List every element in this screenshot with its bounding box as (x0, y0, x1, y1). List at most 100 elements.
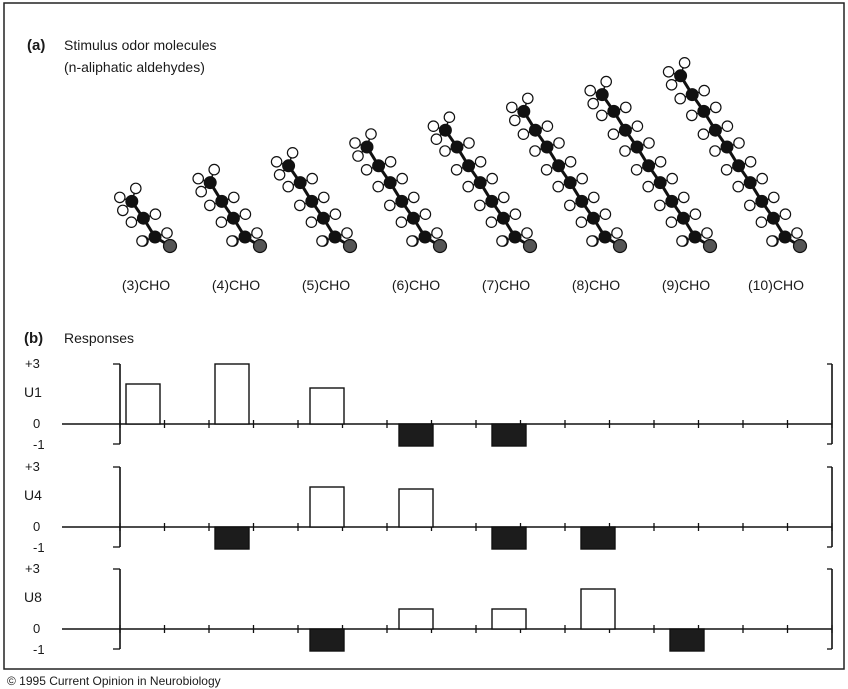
hydrogen-atom (352, 150, 364, 162)
molecule-10 (662, 56, 808, 254)
hydrogen-atom (450, 164, 463, 176)
hydrogen-atom (431, 227, 443, 239)
hydrogen-atom (341, 227, 353, 239)
hydrogen-atom (744, 156, 757, 168)
series-label: U8 (24, 589, 42, 605)
hydrogen-atom (563, 199, 576, 212)
hydrogen-atom (584, 84, 596, 97)
hydrogen-atom (508, 114, 521, 127)
hydrogen-atom (497, 191, 510, 204)
hydrogen-atom (685, 109, 698, 122)
carbon-atom (508, 230, 522, 244)
hydrogen-atom (251, 227, 263, 239)
hydrogen-atom (505, 101, 518, 114)
ytick-label: +3 (25, 356, 40, 371)
hydrogen-atom (689, 208, 702, 220)
hydrogen-atom (161, 227, 173, 239)
hydrogen-atom (540, 164, 553, 176)
hydrogen-atom (521, 227, 533, 239)
carbon-atom (148, 230, 162, 244)
hydrogen-atom (136, 235, 148, 247)
hydrogen-atom (306, 172, 318, 185)
carbon-atom (575, 194, 589, 208)
hydrogen-atom (755, 216, 768, 228)
hydrogen-atom (529, 145, 541, 157)
carbon-atom (766, 211, 780, 225)
hydrogen-atom (564, 156, 577, 168)
hydrogen-atom (286, 147, 299, 159)
molecule-4 (192, 163, 268, 254)
series-label: U1 (24, 384, 42, 400)
carbon-atom (372, 159, 386, 173)
panel-a-letter: (a) (27, 37, 45, 54)
carbon-atom (528, 123, 542, 137)
hydrogen-atom (407, 191, 420, 204)
hydrogen-atom (427, 120, 440, 132)
carbon-atom (418, 230, 432, 244)
hydrogen-atom (576, 172, 588, 185)
hydrogen-atom (791, 227, 803, 239)
carbon-atom (755, 194, 769, 208)
bar-u8-6 (398, 608, 434, 630)
molecule-6 (349, 128, 448, 254)
hydrogen-atom (709, 145, 721, 157)
ytick-label: +3 (25, 459, 40, 474)
hydrogen-atom (496, 235, 508, 247)
hydrogen-atom (329, 208, 342, 220)
carbon-atom (360, 140, 374, 154)
carbon-atom (226, 211, 240, 225)
bar-u1-5 (309, 387, 345, 425)
hydrogen-atom (383, 199, 396, 212)
hydrogen-atom (586, 235, 598, 247)
bar-u8-8 (580, 588, 616, 630)
hydrogen-atom (674, 92, 686, 105)
bar-u8-9 (669, 628, 705, 652)
carbon-atom (676, 211, 690, 225)
bar-u4-6 (398, 488, 434, 528)
oxygen-atom (252, 238, 268, 254)
bar-u1-6 (398, 423, 434, 447)
carbon-atom (598, 230, 612, 244)
hydrogen-atom (720, 164, 733, 176)
carbon-atom (473, 176, 487, 190)
hydrogen-atom (349, 137, 361, 149)
carbon-atom (328, 230, 342, 244)
hydrogen-atom (552, 180, 564, 193)
hydrogen-atom (677, 191, 690, 204)
molecule-label: (6)CHO (392, 277, 440, 293)
hydrogen-atom (372, 180, 384, 193)
hydrogen-atom (553, 137, 565, 149)
hydrogen-atom (149, 208, 162, 220)
hydrogen-atom (443, 111, 456, 123)
hydrogen-atom (701, 227, 713, 239)
hydrogen-atom (282, 180, 294, 193)
panel-a-title-line1: Stimulus odor molecules (64, 37, 217, 53)
bar-u4-8 (580, 526, 616, 550)
carbon-atom (496, 211, 510, 225)
carbon-atom (642, 159, 656, 173)
carbon-atom (778, 230, 792, 244)
carbon-atom (450, 140, 464, 154)
carbon-atom (383, 176, 397, 190)
hydrogen-atom (643, 137, 655, 149)
hydrogen-atom (666, 172, 678, 185)
hydrogen-atom (587, 191, 600, 204)
hydrogen-atom (239, 208, 252, 220)
chart-u1: U1 +3 0 -1 (24, 356, 833, 452)
ytick-label: +3 (25, 561, 40, 576)
carbon-atom (665, 194, 679, 208)
molecule-8 (505, 92, 628, 254)
carbon-atom (688, 230, 702, 244)
hydrogen-atom (587, 97, 599, 110)
molecule-label: (9)CHO (662, 277, 710, 293)
oxygen-atom (522, 238, 538, 254)
bar-u4-7 (491, 526, 527, 550)
carbon-atom (305, 194, 319, 208)
carbon-atom (708, 123, 722, 137)
carbon-atom (618, 123, 632, 137)
molecule-9 (584, 75, 718, 254)
hydrogen-atom (317, 191, 330, 204)
carbon-atom (316, 211, 330, 225)
molecule-3 (114, 182, 178, 254)
